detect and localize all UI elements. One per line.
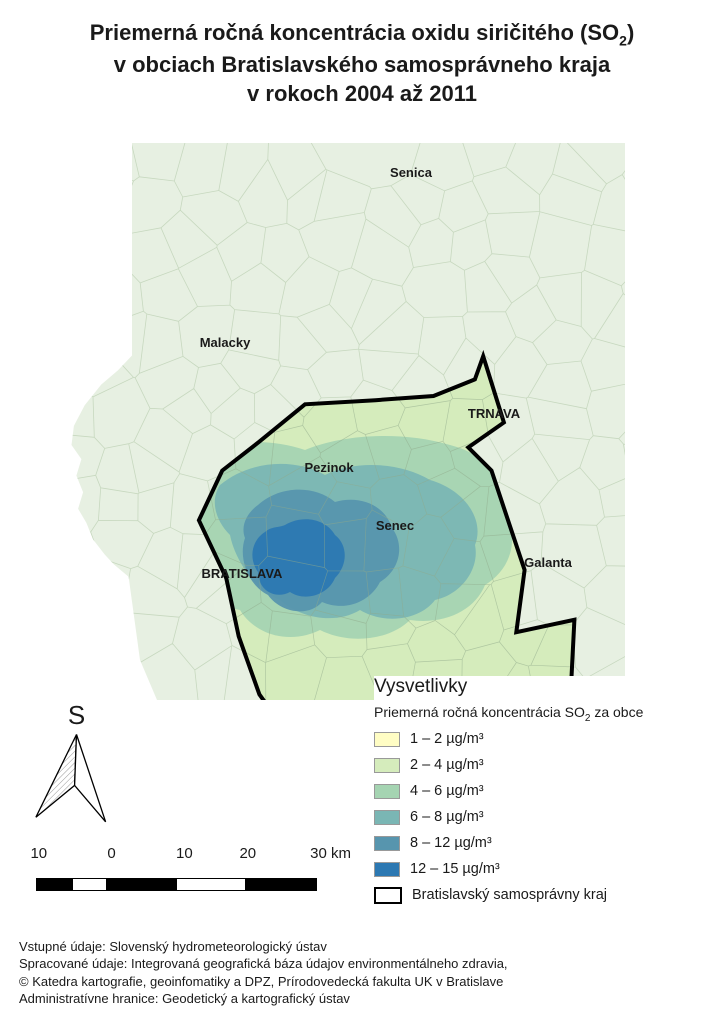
svg-text:Malacky: Malacky <box>200 335 251 350</box>
svg-text:Senica: Senica <box>390 165 433 180</box>
svg-text:Galanta: Galanta <box>524 555 572 570</box>
svg-text:BRATISLAVA: BRATISLAVA <box>202 566 283 581</box>
svg-text:S: S <box>68 700 85 730</box>
svg-text:Senec: Senec <box>376 518 414 533</box>
svg-text:Pezinok: Pezinok <box>304 460 354 475</box>
svg-text:TRNAVA: TRNAVA <box>468 406 521 421</box>
